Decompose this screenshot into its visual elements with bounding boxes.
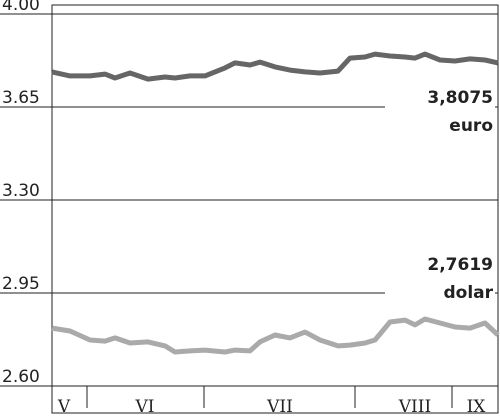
y-tick-label: 3.30 bbox=[2, 181, 40, 201]
series-line bbox=[51, 316, 500, 355]
value-annotation: 2,7619 bbox=[427, 255, 493, 275]
y-tick-label: 3.65 bbox=[2, 88, 40, 108]
x-tick-label: V bbox=[57, 397, 71, 417]
x-tick-label: IX bbox=[467, 397, 487, 417]
series-line bbox=[51, 51, 499, 82]
legend-label: dolar bbox=[443, 283, 493, 303]
plot-frame bbox=[51, 4, 499, 414]
label-bg bbox=[385, 81, 495, 135]
legend-label: euro bbox=[449, 116, 493, 136]
label-bg bbox=[385, 248, 495, 302]
x-tick-label: VI bbox=[135, 397, 155, 417]
y-tick-label: 4.00 bbox=[2, 0, 40, 15]
y-tick-label: 2.95 bbox=[2, 274, 40, 294]
y-tick-label: 2.60 bbox=[2, 367, 40, 387]
value-annotation: 3,8075 bbox=[427, 88, 493, 108]
x-tick-label: VIII bbox=[398, 397, 431, 417]
x-tick-label: VII bbox=[266, 397, 293, 417]
